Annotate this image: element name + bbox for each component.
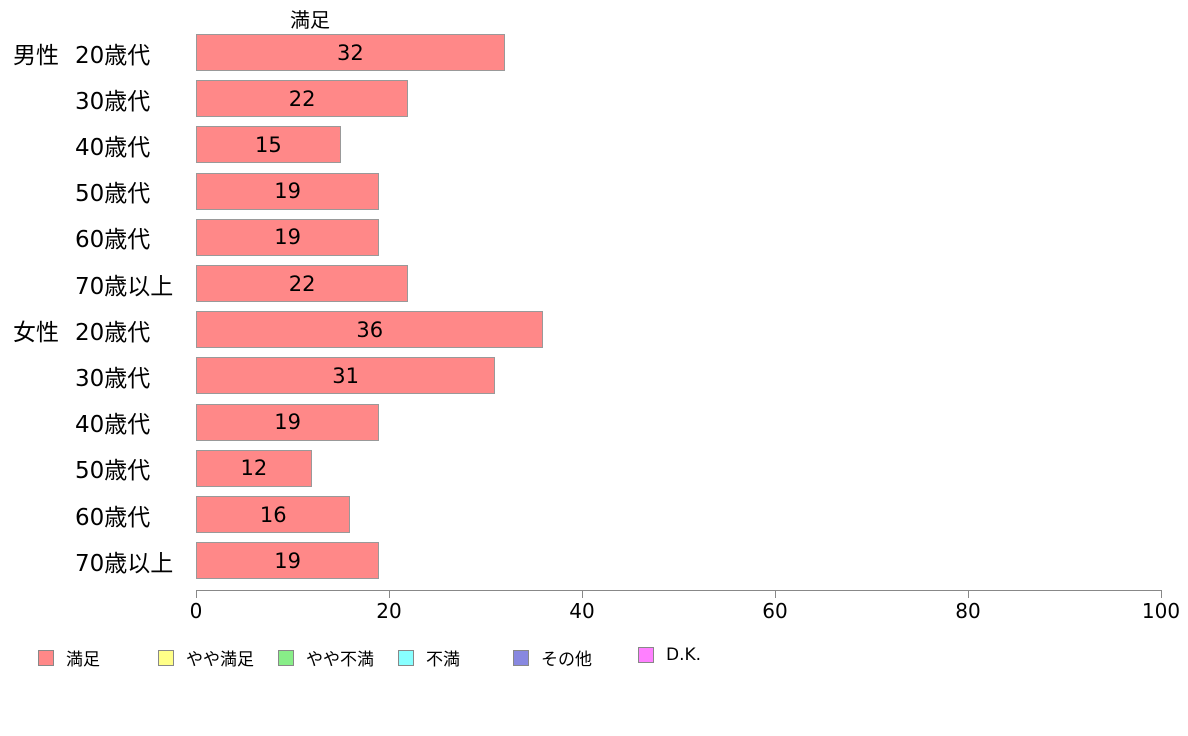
chart-title: 満足 [290, 8, 330, 32]
legend-item: 不満 [398, 645, 460, 670]
y-axis-category-label: 70歳以上 [13, 265, 198, 302]
bar-value-label: 22 [288, 86, 316, 111]
x-axis-line [196, 590, 1161, 591]
legend-item: やや不満 [278, 645, 374, 670]
bar-value-label: 16 [259, 502, 287, 527]
legend-item: その他 [513, 645, 592, 670]
x-axis-tick-label: 20 [376, 599, 402, 623]
bar: 31 [196, 357, 496, 395]
y-axis-category-label: 60歳代 [13, 496, 198, 533]
bar-value-label: 19 [274, 179, 302, 204]
age-group-label: 40歳代 [75, 134, 151, 161]
bar: 12 [196, 449, 312, 487]
y-axis-category-label: 30歳代 [13, 80, 198, 117]
y-axis-category-label: 50歳代 [13, 450, 198, 487]
legend-swatch-icon [38, 649, 54, 666]
age-group-label: 30歳代 [75, 88, 151, 115]
x-axis-tick [582, 590, 583, 598]
y-axis-category-label: 男性 20歳代 [13, 34, 198, 71]
bar-value-label: 36 [356, 317, 384, 342]
legend-swatch-icon [398, 649, 414, 666]
y-axis-category-label: 女性 20歳代 [13, 311, 198, 348]
legend-label: やや不満 [306, 650, 374, 670]
bar-value-label: 19 [274, 225, 302, 250]
legend-item: D.K. [638, 645, 701, 665]
legend-swatch-icon [278, 649, 294, 666]
age-group-label: 70歳以上 [75, 550, 174, 577]
x-axis-tick [196, 590, 197, 598]
legend-label: その他 [541, 650, 592, 670]
bar: 19 [196, 542, 380, 580]
bar: 19 [196, 172, 380, 210]
bar-value-label: 32 [337, 40, 364, 65]
age-group-label: 60歳代 [75, 227, 151, 254]
legend-swatch-icon [513, 649, 529, 666]
bar: 22 [196, 80, 409, 118]
age-group-label: 40歳代 [75, 412, 151, 439]
y-axis-category-label: 40歳代 [13, 404, 198, 441]
bar-value-label: 22 [288, 271, 316, 296]
gender-group-label: 男性 [13, 42, 59, 69]
y-axis-category-label: 50歳代 [13, 173, 198, 210]
legend-label: やや満足 [186, 650, 254, 670]
age-group-label: 50歳代 [75, 458, 151, 485]
bar-value-label: 19 [274, 410, 302, 435]
bar-value-label: 15 [255, 132, 282, 157]
legend-label: 不満 [426, 650, 460, 670]
legend-label: 満足 [66, 650, 100, 670]
bar: 22 [196, 265, 409, 302]
bar: 16 [196, 496, 351, 533]
y-axis-category-label: 40歳代 [13, 126, 198, 163]
age-group-label: 30歳代 [75, 365, 151, 392]
gender-group-label: 女性 [13, 319, 59, 346]
bar-value-label: 31 [332, 363, 359, 388]
y-axis-category-label: 30歳代 [13, 357, 198, 394]
age-group-label: 20歳代 [75, 42, 151, 69]
x-axis-tick-label: 60 [762, 599, 788, 623]
age-group-label: 60歳代 [75, 504, 151, 531]
x-axis-tick-label: 80 [955, 599, 981, 623]
x-axis-tick [775, 590, 776, 598]
legend-swatch-icon [158, 649, 174, 666]
y-axis-category-label: 70歳以上 [13, 542, 198, 579]
x-axis-tick-label: 40 [569, 599, 595, 623]
age-group-label: 70歳以上 [75, 273, 174, 300]
legend-label: D.K. [666, 645, 702, 665]
legend-item: やや満足 [158, 645, 254, 670]
legend-item: 満足 [38, 645, 100, 670]
bar: 19 [196, 218, 380, 256]
x-axis-tick-label: 0 [189, 599, 203, 623]
legend-swatch-icon [638, 647, 654, 663]
y-axis-category-label: 60歳代 [13, 219, 198, 256]
age-group-label: 50歳代 [75, 181, 151, 208]
x-axis-tick [968, 590, 969, 598]
x-axis-tick [389, 590, 390, 598]
bar: 19 [196, 403, 380, 441]
bar-value-label: 12 [240, 456, 268, 481]
x-axis-tick [1161, 590, 1162, 598]
bar: 15 [196, 126, 341, 164]
x-axis-tick-label: 100 [1141, 599, 1181, 623]
age-group-label: 20歳代 [75, 319, 151, 346]
bar: 36 [196, 311, 544, 349]
bar: 32 [196, 34, 505, 71]
bar-value-label: 19 [274, 548, 302, 573]
